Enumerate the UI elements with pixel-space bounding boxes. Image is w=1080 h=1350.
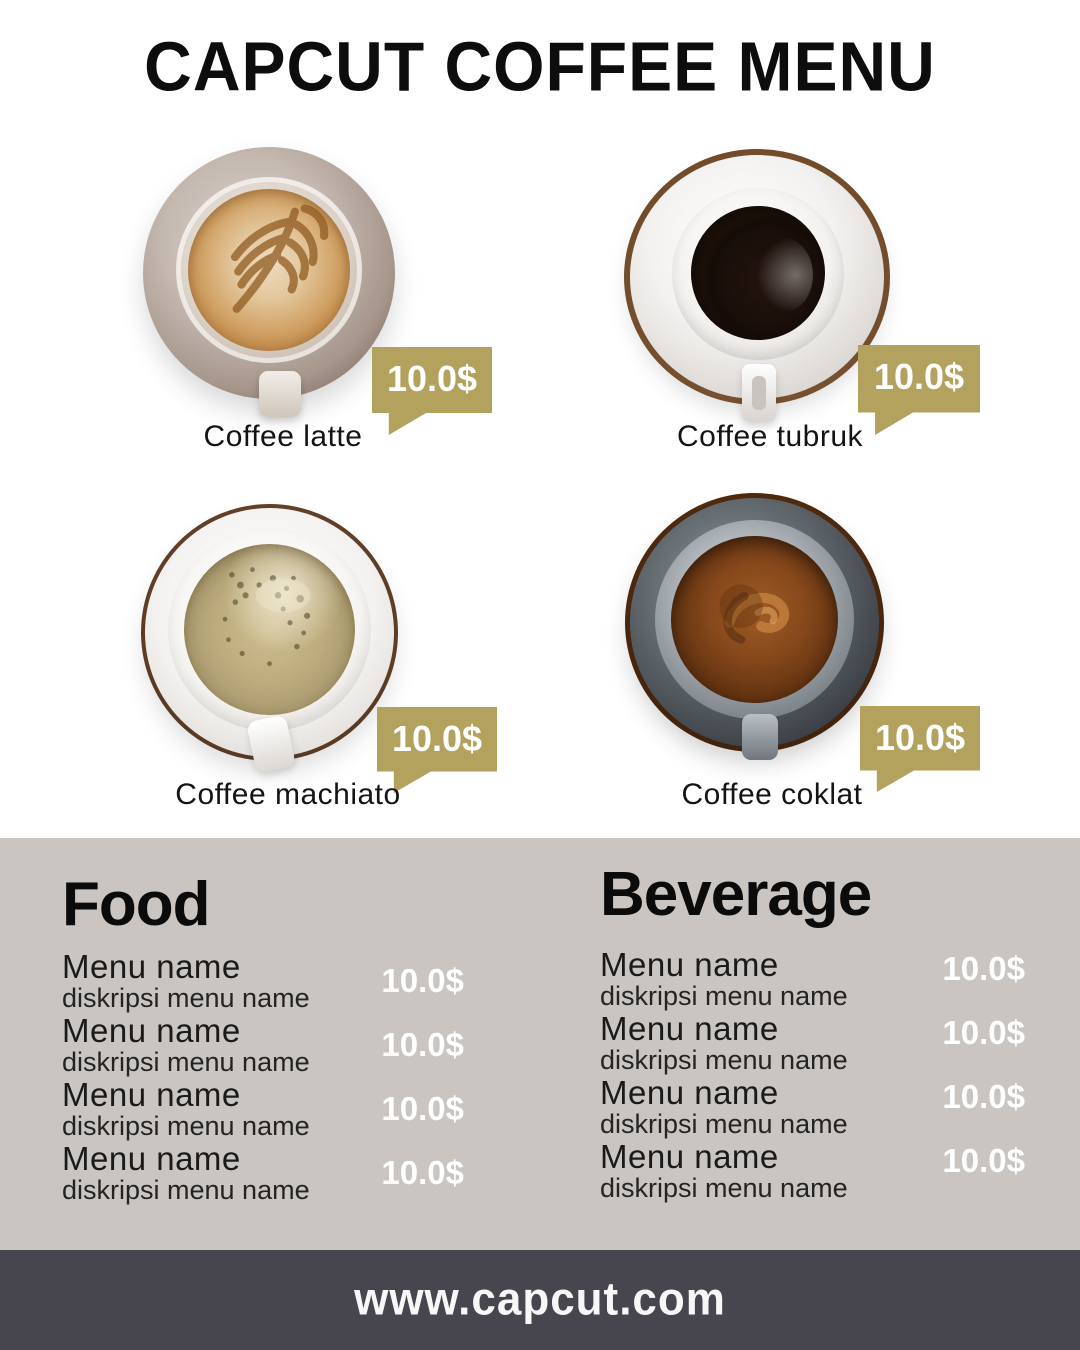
menu-item-description: diskripsi menu name [62, 982, 310, 1013]
menu-item-price: 10.0$ [381, 1025, 464, 1063]
coffee-surface [184, 544, 355, 715]
menu-item: Menu name diskripsi menu name 10.0$ [600, 1075, 1025, 1139]
coffee-name-label: Coffee machiato [175, 778, 401, 811]
menu-item-price: 10.0$ [942, 1077, 1025, 1115]
menu-panel [0, 838, 1080, 1250]
menu-item-price: 10.0$ [942, 1141, 1025, 1179]
price-label: 10.0$ [386, 358, 478, 399]
menu-item: Menu name diskripsi menu name 10.0$ [62, 1141, 464, 1205]
cup-handle [259, 371, 301, 417]
menu-item: Menu name diskripsi menu name 10.0$ [62, 949, 464, 1013]
footer-bar: www.capcut.com [0, 1250, 1080, 1350]
menu-item-description: diskripsi menu name [600, 1172, 848, 1203]
menu-item-description: diskripsi menu name [62, 1174, 310, 1205]
menu-item-name: Menu name [600, 1137, 779, 1175]
menu-item-description: diskripsi menu name [62, 1110, 310, 1141]
latte-art-fern [230, 204, 329, 313]
crema-swirl [719, 584, 790, 644]
menu-item-price: 10.0$ [381, 961, 464, 999]
coffee-name-label: Coffee coklat [681, 778, 863, 811]
menu-item: Menu name diskripsi menu name 10.0$ [62, 1013, 464, 1077]
coffee-surface [691, 206, 825, 340]
menu-item-name: Menu name [62, 1011, 241, 1049]
menu-item-name: Menu name [600, 945, 779, 983]
chocolate-coffee-photo [625, 493, 884, 760]
light-reflection [755, 238, 813, 312]
menu-item-description: diskripsi menu name [600, 980, 848, 1011]
menu-item-name: Menu name [62, 947, 241, 985]
price-label: 10.0$ [873, 356, 965, 397]
price-label: 10.0$ [391, 718, 483, 759]
price-label: 10.0$ [874, 717, 966, 758]
menu-item-description: diskripsi menu name [600, 1044, 848, 1075]
menu-item-price: 10.0$ [381, 1089, 464, 1127]
beverage-section: Beverage Menu name diskripsi menu name 1… [600, 860, 1025, 1203]
cup-handle [742, 364, 776, 422]
footer-url: www.capcut.com [354, 1273, 726, 1326]
menu-item-name: Menu name [62, 1075, 241, 1113]
latte-photo [143, 147, 395, 417]
menu-item: Menu name diskripsi menu name 10.0$ [600, 1139, 1025, 1203]
crema-coffee-photo [141, 504, 398, 774]
menu-item: Menu name diskripsi menu name 10.0$ [600, 1011, 1025, 1075]
menu-item-description: diskripsi menu name [62, 1046, 310, 1077]
price-bubble: 10.0$ [377, 707, 497, 793]
coffee-name-label: Coffee latte [203, 420, 363, 453]
menu-item-name: Menu name [600, 1009, 779, 1047]
menu-item: Menu name diskripsi menu name 10.0$ [62, 1077, 464, 1141]
cup-handle [742, 714, 778, 760]
menu-item: Menu name diskripsi menu name 10.0$ [600, 947, 1025, 1011]
food-section: Food Menu name diskripsi menu name 10.0$… [62, 870, 464, 1205]
crema-speckles [222, 567, 311, 667]
coffee-name-label: Coffee tubruk [676, 420, 864, 453]
section-heading-beverage: Beverage [600, 860, 872, 929]
coffee-surface [671, 536, 838, 703]
menu-item-name: Menu name [62, 1139, 241, 1177]
menu-item-price: 10.0$ [942, 949, 1025, 987]
page-title: CAPCUT COFFEE MENU [144, 27, 936, 106]
section-heading-food: Food [62, 870, 211, 939]
black-coffee-photo [624, 149, 890, 422]
menu-item-price: 10.0$ [942, 1013, 1025, 1051]
menu-item-description: diskripsi menu name [600, 1108, 848, 1139]
menu-item-name: Menu name [600, 1073, 779, 1111]
menu-item-price: 10.0$ [381, 1153, 464, 1191]
coffee-surface [188, 189, 350, 351]
